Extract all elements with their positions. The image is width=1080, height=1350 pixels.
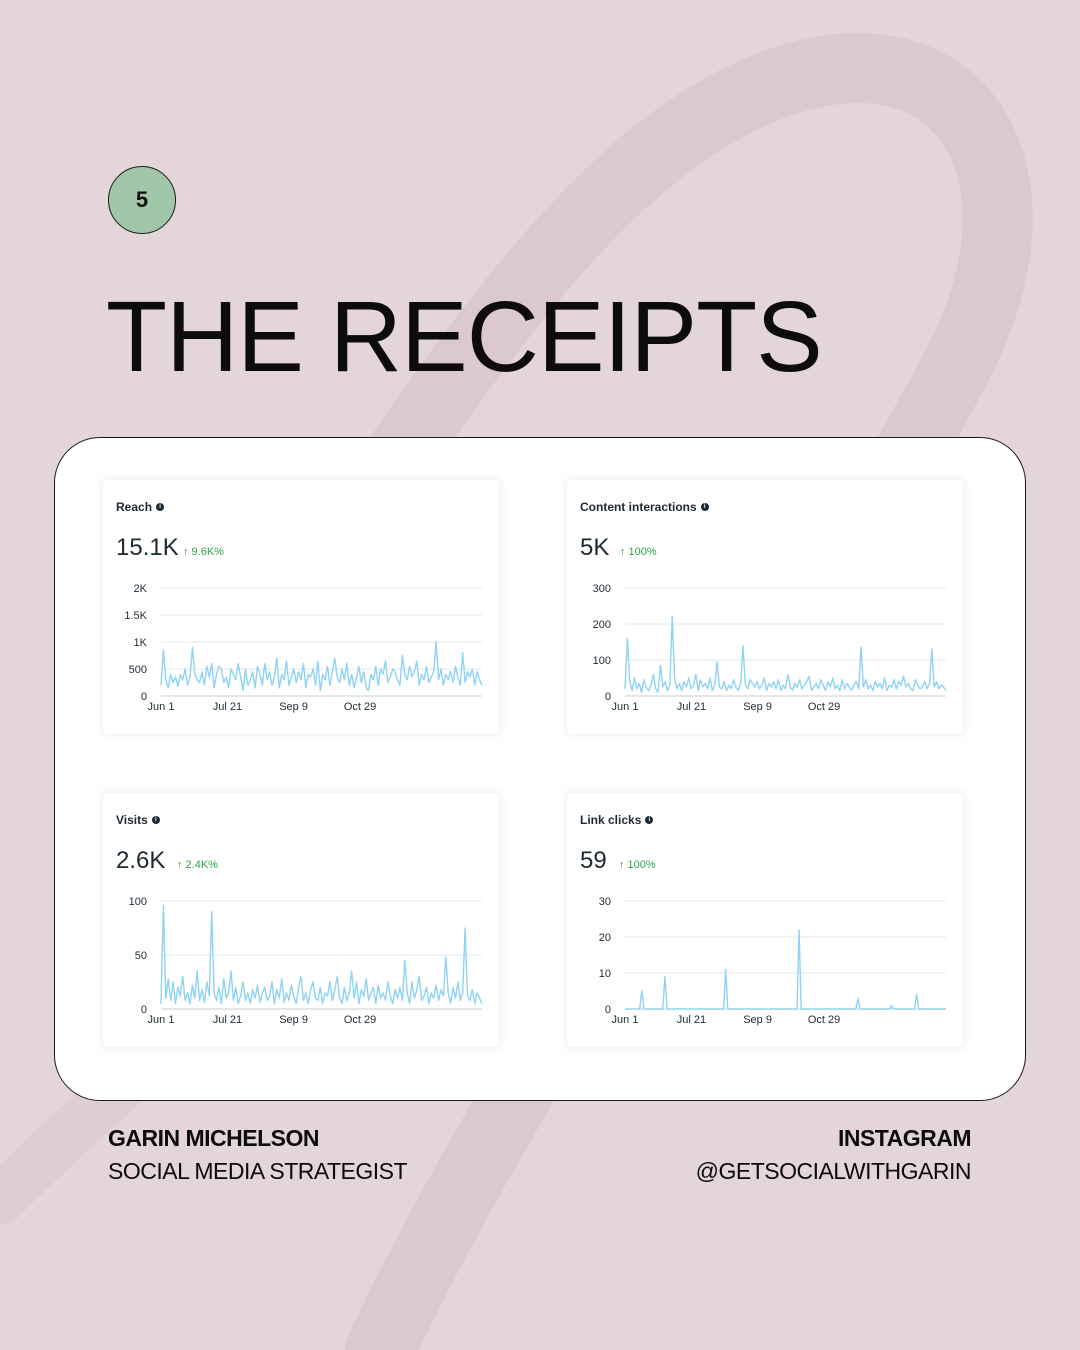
y-tick-label: 0 <box>605 691 611 703</box>
y-tick-label: 20 <box>599 932 611 944</box>
y-tick-label: 10 <box>599 968 611 980</box>
x-tick-label: Oct 29 <box>808 701 840 713</box>
x-tick-label: Oct 29 <box>344 1014 376 1026</box>
reach-panel: Reach i 15.1K ↑ 9.6K% 0 500 1K 1.5K 2K Jun 1 Ju… <box>103 480 499 734</box>
series-line <box>624 616 947 694</box>
y-tick-label: 0 <box>141 691 147 703</box>
social-platform: INSTAGRAM <box>837 1125 972 1151</box>
info-icon[interactable]: i <box>156 503 165 511</box>
link-clicks-panel: Link clicks i 59 ↑ 100% 0 10 20 30 Jun 1 Jul 2… <box>567 793 963 1047</box>
footer-social: INSTAGRAM @GETSOCIALWITHGARIN <box>695 1122 972 1188</box>
panel-change: ↑ 100% <box>619 859 656 871</box>
social-handle[interactable]: @GETSOCIALWITHGARIN <box>695 1158 972 1184</box>
footer-author: GARIN MICHELSON SOCIAL MEDIA STRATEGIST <box>108 1122 408 1188</box>
y-tick-label: 1K <box>134 637 148 649</box>
x-tick-label: Jul 21 <box>213 1014 242 1026</box>
panel-value: 15.1K <box>116 534 179 561</box>
x-tick-label: Jul 21 <box>677 1014 706 1026</box>
y-tick-label: 500 <box>129 664 147 676</box>
x-tick-label: Sep 9 <box>279 701 308 713</box>
x-tick-label: Oct 29 <box>344 701 376 713</box>
x-tick-label: Jul 21 <box>213 701 242 713</box>
step-badge: 5 <box>108 166 176 234</box>
x-tick-label: Jun 1 <box>148 1014 175 1026</box>
author-name: GARIN MICHELSON <box>108 1125 320 1151</box>
panel-title: Content interactions i <box>580 500 709 514</box>
panel-change: ↑ 100% <box>620 546 657 558</box>
x-tick-label: Jun 1 <box>612 1014 639 1026</box>
chart-plot: 0 10 20 30 Jun 1 Jul 21 Sep 9 Oct 29 <box>599 896 946 1026</box>
series-line <box>625 929 946 1010</box>
panel-value: 2.6K <box>116 847 166 874</box>
y-tick-label: 300 <box>593 583 611 595</box>
x-tick-label: Oct 29 <box>808 1014 840 1026</box>
panel-title: Link clicks i <box>580 813 654 827</box>
y-tick-label: 100 <box>129 896 147 908</box>
y-tick-label: 200 <box>593 619 611 631</box>
y-tick-label: 30 <box>599 896 611 908</box>
info-icon[interactable]: i <box>700 503 709 511</box>
x-tick-label: Jul 21 <box>677 701 706 713</box>
chart-plot: 0 100 200 300 Jun 1 Jul 21 Sep 9 Oct 29 <box>593 583 947 713</box>
y-tick-label: 0 <box>605 1004 611 1016</box>
y-tick-label: 100 <box>593 655 611 667</box>
info-icon[interactable]: i <box>151 816 160 824</box>
info-icon[interactable]: i <box>645 816 654 824</box>
chart-plot: 0 50 100 Jun 1 Jul 21 Sep 9 Oct 29 <box>129 896 483 1026</box>
x-tick-label: Sep 9 <box>743 701 772 713</box>
panel-title: Visits i <box>116 813 160 827</box>
y-tick-label: 50 <box>135 950 147 962</box>
stats-card: Reach i 15.1K ↑ 9.6K% 0 500 1K 1.5K 2K Jun 1 Ju… <box>54 437 1026 1101</box>
panel-change: ↑ 2.4K% <box>177 859 218 871</box>
y-tick-label: 1.5K <box>124 610 147 622</box>
visits-panel: Visits i 2.6K ↑ 2.4K% 0 50 100 Jun 1 Jul 21 Se… <box>103 793 499 1047</box>
panel-value: 59 <box>580 847 607 874</box>
y-tick-label: 2K <box>134 583 148 595</box>
series-line <box>160 904 483 1005</box>
panel-change: ↑ 9.6K% <box>183 546 224 558</box>
series-line <box>160 641 483 692</box>
author-role: SOCIAL MEDIA STRATEGIST <box>108 1158 408 1184</box>
x-tick-label: Sep 9 <box>279 1014 308 1026</box>
content-interactions-panel: Content interactions i 5K ↑ 100% 0 100 200 3… <box>567 480 963 734</box>
panel-value: 5K <box>580 534 610 561</box>
y-tick-label: 0 <box>141 1004 147 1016</box>
x-tick-label: Jun 1 <box>612 701 639 713</box>
panel-title: Reach i <box>116 500 165 514</box>
x-tick-label: Sep 9 <box>743 1014 772 1026</box>
x-tick-label: Jun 1 <box>148 701 175 713</box>
page-title: THE RECEIPTS <box>106 281 823 393</box>
chart-plot: 0 500 1K 1.5K 2K Jun 1 Jul 21 Sep 9 Oct 29 <box>124 583 483 713</box>
